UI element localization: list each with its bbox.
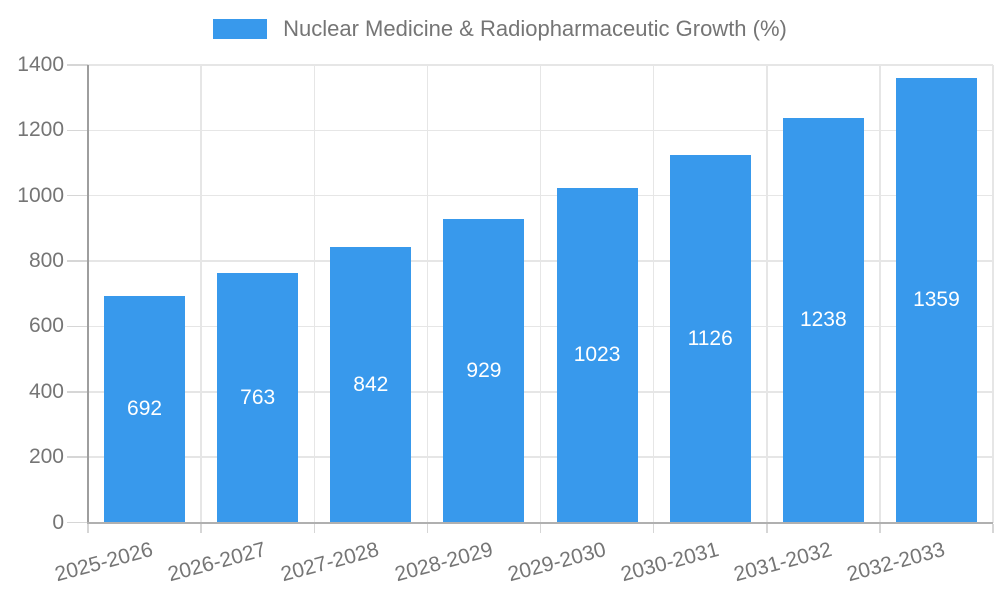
x-tick-label: 2029-2030 <box>505 538 609 587</box>
gridline-vertical <box>313 65 315 523</box>
bar-value-label: 929 <box>466 358 502 382</box>
y-tick-label: 1400 <box>17 53 64 76</box>
bar-value-label: 842 <box>353 372 389 396</box>
gridline-vertical <box>200 65 202 523</box>
x-tick-label: 2030-2031 <box>618 538 722 587</box>
y-tick-label: 200 <box>28 445 64 469</box>
bar-value-label: 1238 <box>799 308 847 332</box>
bar <box>443 218 525 523</box>
x-tick-label: 2031-2032 <box>731 538 835 587</box>
bar <box>669 154 751 523</box>
x-axis-tick <box>87 523 89 533</box>
bar <box>330 247 412 523</box>
bar <box>556 188 638 523</box>
y-tick-label: 1000 <box>17 183 64 207</box>
y-tick-label: 800 <box>28 249 64 273</box>
x-axis-tick <box>652 523 655 533</box>
y-axis-tick <box>67 194 88 197</box>
gridline-vertical <box>426 65 429 523</box>
y-tick-label: 400 <box>28 379 64 403</box>
x-tick-label: 2032-2033 <box>844 538 948 587</box>
bar <box>782 117 864 523</box>
bar-value-label: 1023 <box>573 343 621 367</box>
y-tick-label: 0 <box>52 510 64 534</box>
gridline-vertical <box>879 65 881 523</box>
x-tick-label: 2027-2028 <box>278 538 382 587</box>
bar-value-label: 1359 <box>913 288 960 312</box>
x-axis-tick <box>426 523 429 533</box>
legend-color-swatch <box>213 19 268 39</box>
x-axis-tick <box>879 523 881 533</box>
x-axis-tick <box>200 523 202 533</box>
gridline-vertical <box>992 65 994 523</box>
bar <box>895 78 977 523</box>
y-axis-tick <box>67 260 88 262</box>
bar-value-label: 1126 <box>687 326 733 350</box>
y-axis-line <box>87 65 89 524</box>
x-axis-tick <box>766 523 768 533</box>
x-axis-tick <box>992 523 994 533</box>
x-axis-line <box>87 521 993 524</box>
bar-value-label: 692 <box>127 397 163 421</box>
y-tick-label: 1200 <box>17 118 64 142</box>
y-axis-tick <box>67 325 88 328</box>
y-axis-tick <box>67 521 88 524</box>
y-axis-tick <box>67 129 88 132</box>
bar <box>104 296 186 523</box>
x-tick-label: 2025-2026 <box>52 538 156 587</box>
bar-value-label: 763 <box>240 385 276 409</box>
bar <box>217 273 299 523</box>
y-axis-tick <box>67 391 88 393</box>
y-axis-tick <box>67 64 88 66</box>
gridline-vertical <box>539 65 542 523</box>
x-axis-tick <box>313 523 315 533</box>
gridline-vertical <box>652 65 655 523</box>
x-axis-tick <box>539 523 542 533</box>
x-tick-label: 2028-2029 <box>391 538 495 587</box>
y-tick-label: 600 <box>28 314 64 338</box>
x-tick-label: 2026-2027 <box>165 538 269 587</box>
y-axis-tick <box>67 456 88 458</box>
legend-label: Nuclear Medicine & Radiopharmaceutic Gro… <box>283 16 787 41</box>
gridline-vertical <box>766 65 768 523</box>
chart-legend: Nuclear Medicine & Radiopharmaceutic Gro… <box>0 16 1000 42</box>
